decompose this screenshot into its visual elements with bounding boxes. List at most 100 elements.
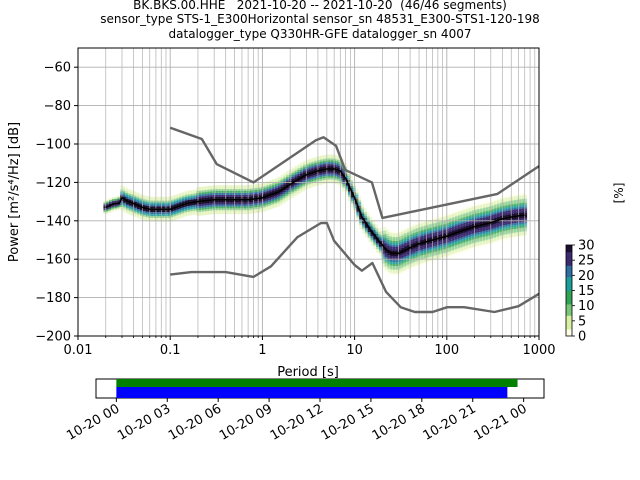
psd-histogram-cell <box>229 206 235 209</box>
psd-histogram-cell <box>353 204 359 207</box>
psd-histogram-cell <box>421 243 426 246</box>
psd-histogram-cell <box>412 233 418 235</box>
psd-histogram-cell <box>387 255 393 258</box>
psd-histogram-cell <box>415 229 421 232</box>
psd-histogram-cell <box>182 205 187 208</box>
psd-histogram-cell <box>438 242 443 245</box>
psd-histogram-cell <box>215 191 221 193</box>
psd-histogram-cell <box>466 235 471 238</box>
psd-histogram-cell <box>196 212 201 214</box>
psd-histogram-cell <box>106 199 111 202</box>
psd-histogram-cell <box>249 200 255 202</box>
psd-histogram-cell <box>364 214 370 217</box>
psd-histogram-cell <box>404 265 409 268</box>
psd-histogram-cell <box>148 210 154 213</box>
psd-histogram-cell <box>204 195 210 198</box>
psd-histogram-cell <box>466 218 471 220</box>
psd-histogram-cell <box>407 241 412 244</box>
psd-histogram-cell <box>184 213 190 216</box>
psd-histogram-cell <box>401 230 407 233</box>
psd-histogram-cell <box>362 212 367 214</box>
psd-histogram-cell <box>148 214 154 216</box>
psd-histogram-cell <box>131 195 137 197</box>
psd-histogram-cell <box>502 225 508 227</box>
psd-histogram-cell <box>426 230 432 233</box>
psd-histogram-cell <box>300 189 305 192</box>
psd-histogram-cell <box>117 197 123 200</box>
psd-histogram-cell <box>258 199 263 201</box>
psd-histogram-cell <box>401 265 407 268</box>
psd-histogram-cell <box>454 233 460 236</box>
psd-histogram-cell <box>477 205 483 208</box>
psd-histogram-cell <box>418 259 424 262</box>
psd-histogram-cell <box>125 206 131 209</box>
psd-histogram-cell <box>179 192 185 195</box>
psd-histogram-cell <box>336 161 342 164</box>
psd-histogram-cell <box>266 184 272 187</box>
psd-histogram-cell <box>190 205 196 208</box>
psd-histogram-cell <box>502 200 508 202</box>
psd-histogram-cell <box>432 232 438 235</box>
psd-histogram-cell <box>418 227 424 229</box>
psd-histogram-cell <box>162 210 168 213</box>
psd-histogram-cell <box>393 250 398 253</box>
psd-histogram-cell <box>207 208 213 211</box>
psd-histogram-cell <box>418 240 424 243</box>
psd-histogram-cell <box>109 198 114 201</box>
psd-histogram-cell <box>516 201 522 204</box>
psd-histogram-cell <box>452 238 457 241</box>
psd-histogram-cell <box>426 241 432 244</box>
psd-histogram-cell <box>227 185 232 188</box>
psd-histogram-cell <box>497 213 502 215</box>
psd-histogram-cell <box>123 200 128 203</box>
psd-histogram-cell <box>258 185 263 188</box>
psd-histogram-cell <box>303 160 308 163</box>
psd-histogram-cell <box>390 262 395 264</box>
psd-histogram-cell <box>229 191 235 193</box>
psd-histogram-cell <box>516 211 522 213</box>
psd-histogram-cell <box>468 213 474 216</box>
psd-histogram-cell <box>199 194 204 197</box>
psd-histogram-cell <box>123 187 128 190</box>
psd-histogram-cell <box>378 239 384 241</box>
psd-histogram-cell <box>460 208 466 211</box>
psd-histogram-cell <box>367 236 373 238</box>
psd-histogram-cell <box>255 184 260 186</box>
psd-histogram-cell <box>258 208 263 211</box>
psd-histogram-cell <box>308 176 314 178</box>
psd-histogram-cell <box>322 170 328 173</box>
psd-histogram-cell <box>440 230 446 233</box>
psd-histogram-cell <box>333 170 339 173</box>
lower-noise-model-line <box>170 221 540 314</box>
psd-histogram-cell <box>446 246 452 248</box>
psd-histogram-cell <box>454 216 460 218</box>
psd-histogram-cell <box>339 176 345 178</box>
x-tick-label: 0.01 <box>64 343 93 358</box>
psd-histogram-cell <box>274 180 280 182</box>
psd-histogram-cell <box>199 202 204 205</box>
psd-histogram-cell <box>516 193 522 196</box>
psd-histogram-cell <box>477 245 483 248</box>
psd-histogram-cell <box>283 197 289 200</box>
y-tick-label: −180 <box>35 291 71 306</box>
psd-histogram-cell <box>407 262 412 265</box>
psd-histogram-cell <box>381 265 387 268</box>
psd-histogram-cell <box>460 212 466 215</box>
psd-histogram-cell <box>466 208 471 211</box>
psd-histogram-cell <box>483 211 488 214</box>
psd-histogram-cell <box>322 162 328 165</box>
psd-histogram-cell <box>294 171 300 174</box>
psd-histogram-cell <box>173 194 179 197</box>
psd-histogram-cell <box>516 195 522 198</box>
psd-histogram-cell <box>111 197 117 199</box>
psd-histogram-cell <box>142 218 148 221</box>
psd-histogram-cell <box>300 174 305 176</box>
psd-histogram-cell <box>519 235 525 238</box>
psd-histogram-cell <box>376 251 381 253</box>
psd-histogram-cell <box>367 220 373 223</box>
psd-histogram-cell <box>511 213 516 216</box>
psd-histogram-cell <box>364 216 370 219</box>
psd-histogram-cell <box>376 235 381 238</box>
psd-histogram-cell <box>196 192 201 195</box>
psd-histogram-cell <box>311 177 317 179</box>
